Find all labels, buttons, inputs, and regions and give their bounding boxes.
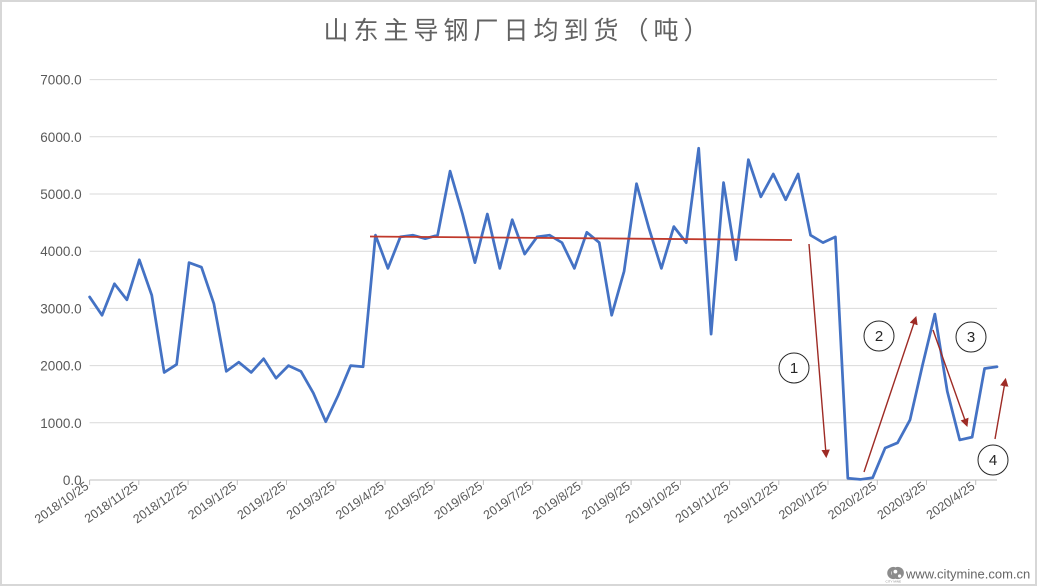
svg-text:1000.0: 1000.0 [40,416,81,431]
svg-text:www.citymine.com.cn: www.citymine.com.cn [905,567,1030,582]
svg-text:2019/4/25: 2019/4/25 [333,479,387,522]
svg-text:2019/12/25: 2019/12/25 [721,479,780,526]
svg-text:2019/5/25: 2019/5/25 [382,479,436,522]
svg-text:2020/4/25: 2020/4/25 [924,479,978,522]
svg-text:1: 1 [790,360,798,377]
svg-text:4000.0: 4000.0 [40,244,81,259]
svg-text:6000.0: 6000.0 [40,130,81,145]
svg-text:5000.0: 5000.0 [40,187,81,202]
svg-text:7000.0: 7000.0 [40,73,81,88]
svg-text:2018/12/25: 2018/12/25 [131,479,190,526]
svg-text:2018/11/25: 2018/11/25 [82,479,141,526]
svg-text:2020/2/25: 2020/2/25 [825,479,879,522]
svg-text:2: 2 [875,328,883,345]
svg-text:2000.0: 2000.0 [40,359,81,374]
svg-text:2019/11/25: 2019/11/25 [673,479,732,526]
svg-text:2019/10/25: 2019/10/25 [623,479,682,526]
svg-text:CITY MINE: CITY MINE [886,580,902,584]
svg-text:2019/7/25: 2019/7/25 [481,479,535,522]
svg-text:2019/1/25: 2019/1/25 [185,479,239,522]
svg-text:2018/10/25: 2018/10/25 [32,479,91,526]
svg-text:2019/2/25: 2019/2/25 [235,479,289,522]
svg-text:2019/8/25: 2019/8/25 [530,479,584,522]
svg-text:4: 4 [989,452,997,469]
svg-text:2020/3/25: 2020/3/25 [875,479,929,522]
svg-text:2020/1/25: 2020/1/25 [776,479,830,522]
svg-text:2019/6/25: 2019/6/25 [432,479,486,522]
svg-text:3: 3 [967,329,975,346]
svg-text:3000.0: 3000.0 [40,301,81,316]
svg-text:2019/3/25: 2019/3/25 [284,479,338,522]
